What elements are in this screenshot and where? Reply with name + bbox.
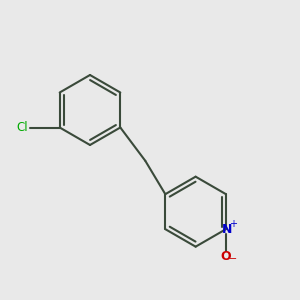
Text: O: O <box>220 250 231 263</box>
Text: N: N <box>222 223 232 236</box>
Text: −: − <box>229 254 237 264</box>
Text: Cl: Cl <box>16 121 28 134</box>
Text: +: + <box>229 219 237 229</box>
